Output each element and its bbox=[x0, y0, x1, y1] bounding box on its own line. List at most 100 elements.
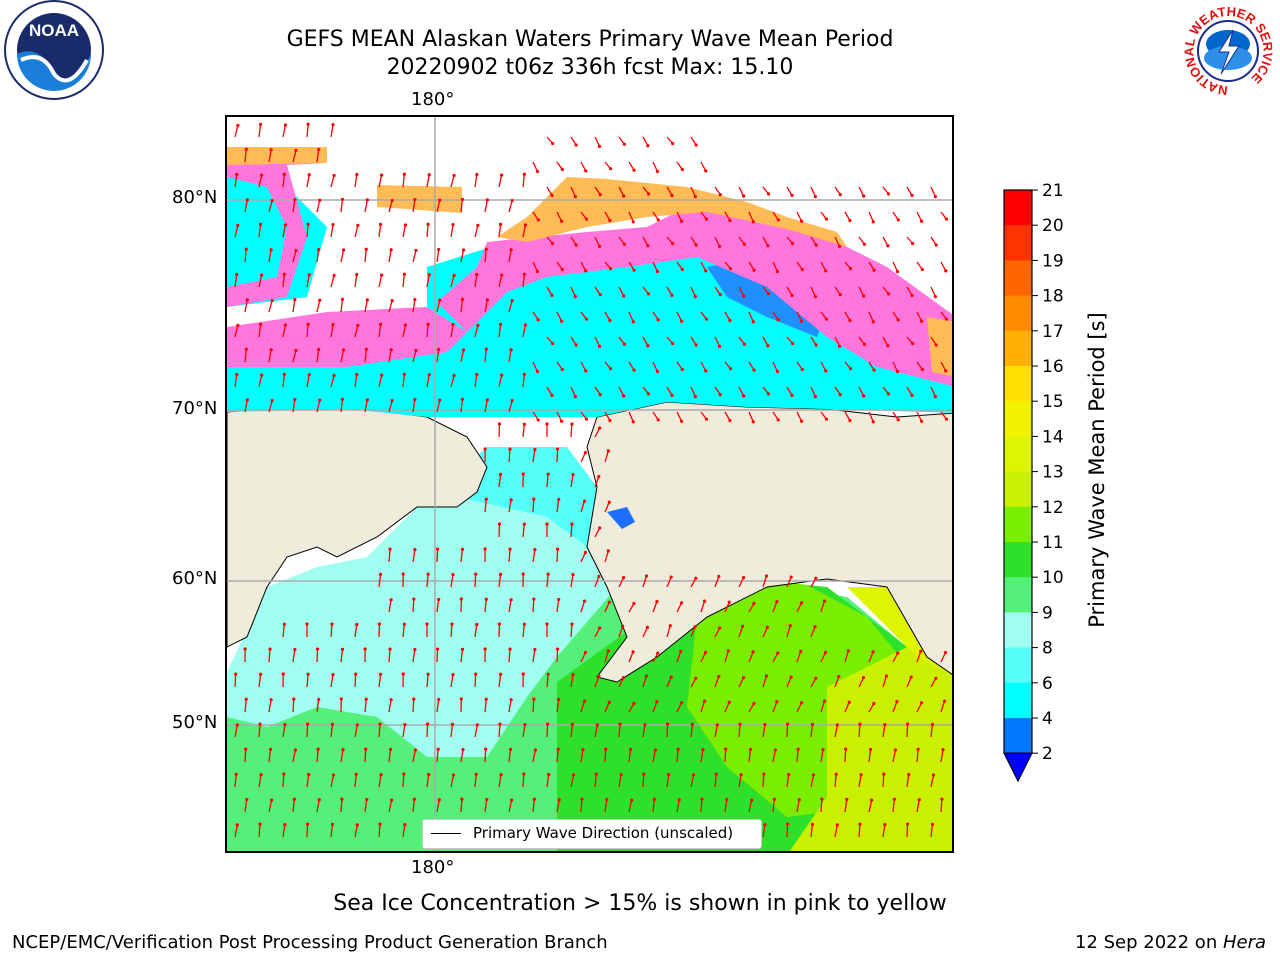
wave-arrow bbox=[450, 624, 453, 638]
wave-arrow bbox=[546, 574, 549, 588]
colorbar-tick-label: 18 bbox=[1042, 287, 1064, 307]
wave-arrow-head bbox=[704, 369, 708, 373]
wave-arrow-head bbox=[704, 317, 709, 321]
wave-arrow-head bbox=[789, 575, 793, 579]
wave-arrow-head bbox=[269, 148, 273, 152]
wave-arrow bbox=[388, 549, 391, 563]
wave-arrow bbox=[556, 311, 563, 322]
wave-arrow bbox=[340, 249, 345, 263]
wave-arrow-head bbox=[656, 318, 660, 322]
wave-arrow bbox=[690, 577, 697, 588]
wave-arrow bbox=[786, 676, 792, 688]
wave-arrow-head bbox=[862, 394, 866, 398]
wave-arrow-head bbox=[574, 343, 578, 347]
wave-arrow bbox=[426, 724, 429, 738]
wave-arrow-head bbox=[521, 572, 525, 576]
wave-arrow bbox=[786, 625, 791, 638]
wave-arrow bbox=[628, 211, 634, 223]
wave-arrow-head bbox=[474, 772, 478, 776]
wave-arrow bbox=[796, 749, 799, 763]
wave-arrow-head bbox=[813, 295, 817, 299]
wave-arrow-head bbox=[824, 317, 829, 321]
wave-arrow bbox=[436, 799, 440, 813]
wave-arrow bbox=[652, 261, 659, 272]
wave-arrow bbox=[690, 186, 696, 197]
wave-arrow bbox=[738, 626, 744, 638]
wave-arrow-head bbox=[679, 419, 684, 423]
wave-arrow bbox=[498, 224, 502, 238]
wave-arrow-head bbox=[460, 547, 465, 551]
wave-arrow-head bbox=[822, 699, 827, 703]
wave-arrow-head bbox=[725, 797, 729, 802]
wave-arrow-head bbox=[810, 822, 815, 826]
wave-arrow-head bbox=[498, 672, 503, 676]
wave-arrow-head bbox=[475, 372, 479, 377]
wave-arrow bbox=[916, 651, 922, 663]
wave-arrow-head bbox=[307, 173, 311, 177]
wave-arrow-head bbox=[751, 320, 755, 324]
colorbar-swatch bbox=[1004, 190, 1032, 226]
wave-arrow-head bbox=[450, 622, 454, 626]
wave-arrow-head bbox=[436, 747, 440, 751]
wave-arrow bbox=[700, 749, 704, 763]
wave-arrow-head bbox=[485, 298, 489, 302]
wave-arrow-head bbox=[608, 318, 612, 323]
wave-arrow-head bbox=[871, 220, 875, 224]
wave-arrow-head bbox=[670, 193, 674, 197]
wave-arrow-head bbox=[355, 272, 359, 277]
wave-arrow-head bbox=[268, 747, 273, 751]
wave-arrow-head bbox=[315, 647, 320, 651]
wave-arrow bbox=[762, 627, 768, 638]
wave-arrow-head bbox=[364, 347, 368, 351]
wave-arrow-head bbox=[341, 248, 346, 252]
wave-arrow bbox=[340, 399, 344, 413]
wave-arrow-head bbox=[750, 798, 754, 802]
wave-arrow bbox=[474, 774, 477, 788]
wave-arrow-head bbox=[498, 222, 503, 226]
wave-arrow-head bbox=[862, 194, 866, 198]
alaska-land bbox=[586, 401, 952, 683]
colorbar-swatches bbox=[1003, 189, 1033, 783]
wave-arrow-head bbox=[583, 450, 588, 455]
wave-arrow-head bbox=[426, 222, 430, 226]
wave-arrow bbox=[676, 799, 680, 813]
wave-arrow-head bbox=[724, 747, 728, 751]
wave-arrow-head bbox=[718, 293, 722, 297]
wave-arrow bbox=[604, 450, 609, 463]
wave-arrow bbox=[772, 261, 779, 272]
wave-arrow-head bbox=[704, 269, 708, 273]
wave-arrow-head bbox=[776, 651, 780, 655]
wave-arrow-head bbox=[632, 601, 636, 606]
wave-arrow-head bbox=[763, 722, 767, 727]
wave-arrow bbox=[772, 601, 778, 613]
wave-arrow-head bbox=[872, 368, 876, 372]
wave-arrow-head bbox=[390, 199, 394, 203]
wave-arrow-head bbox=[331, 123, 335, 127]
wave-arrow-head bbox=[532, 697, 536, 701]
wave-arrow bbox=[330, 124, 334, 138]
wave-arrow bbox=[594, 136, 601, 147]
wave-arrow-head bbox=[532, 597, 536, 601]
wave-arrow bbox=[796, 602, 803, 613]
wave-arrow bbox=[378, 824, 381, 838]
wave-arrow-head bbox=[598, 426, 602, 430]
wave-arrow-head bbox=[341, 348, 346, 352]
wave-arrow bbox=[306, 274, 310, 288]
wave-arrow-head bbox=[281, 672, 285, 676]
wave-arrow bbox=[436, 300, 441, 313]
wave-arrow-head bbox=[797, 798, 801, 802]
wave-arrow bbox=[330, 724, 334, 738]
wave-arrow-head bbox=[497, 622, 502, 626]
wave-arrow-head bbox=[245, 198, 249, 202]
wave-arrow bbox=[738, 286, 745, 297]
wave-arrow bbox=[522, 524, 525, 538]
wave-arrow bbox=[604, 601, 610, 613]
wave-arrow bbox=[244, 699, 247, 713]
wave-arrow bbox=[642, 627, 648, 638]
wave-arrow-head bbox=[632, 168, 636, 172]
wave-arrow-head bbox=[571, 473, 575, 477]
wave-arrow-head bbox=[332, 173, 336, 178]
wave-arrow-head bbox=[944, 269, 948, 273]
wave-arrow bbox=[244, 399, 248, 413]
map-panel: Primary Wave Direction (unscaled) bbox=[225, 115, 954, 853]
